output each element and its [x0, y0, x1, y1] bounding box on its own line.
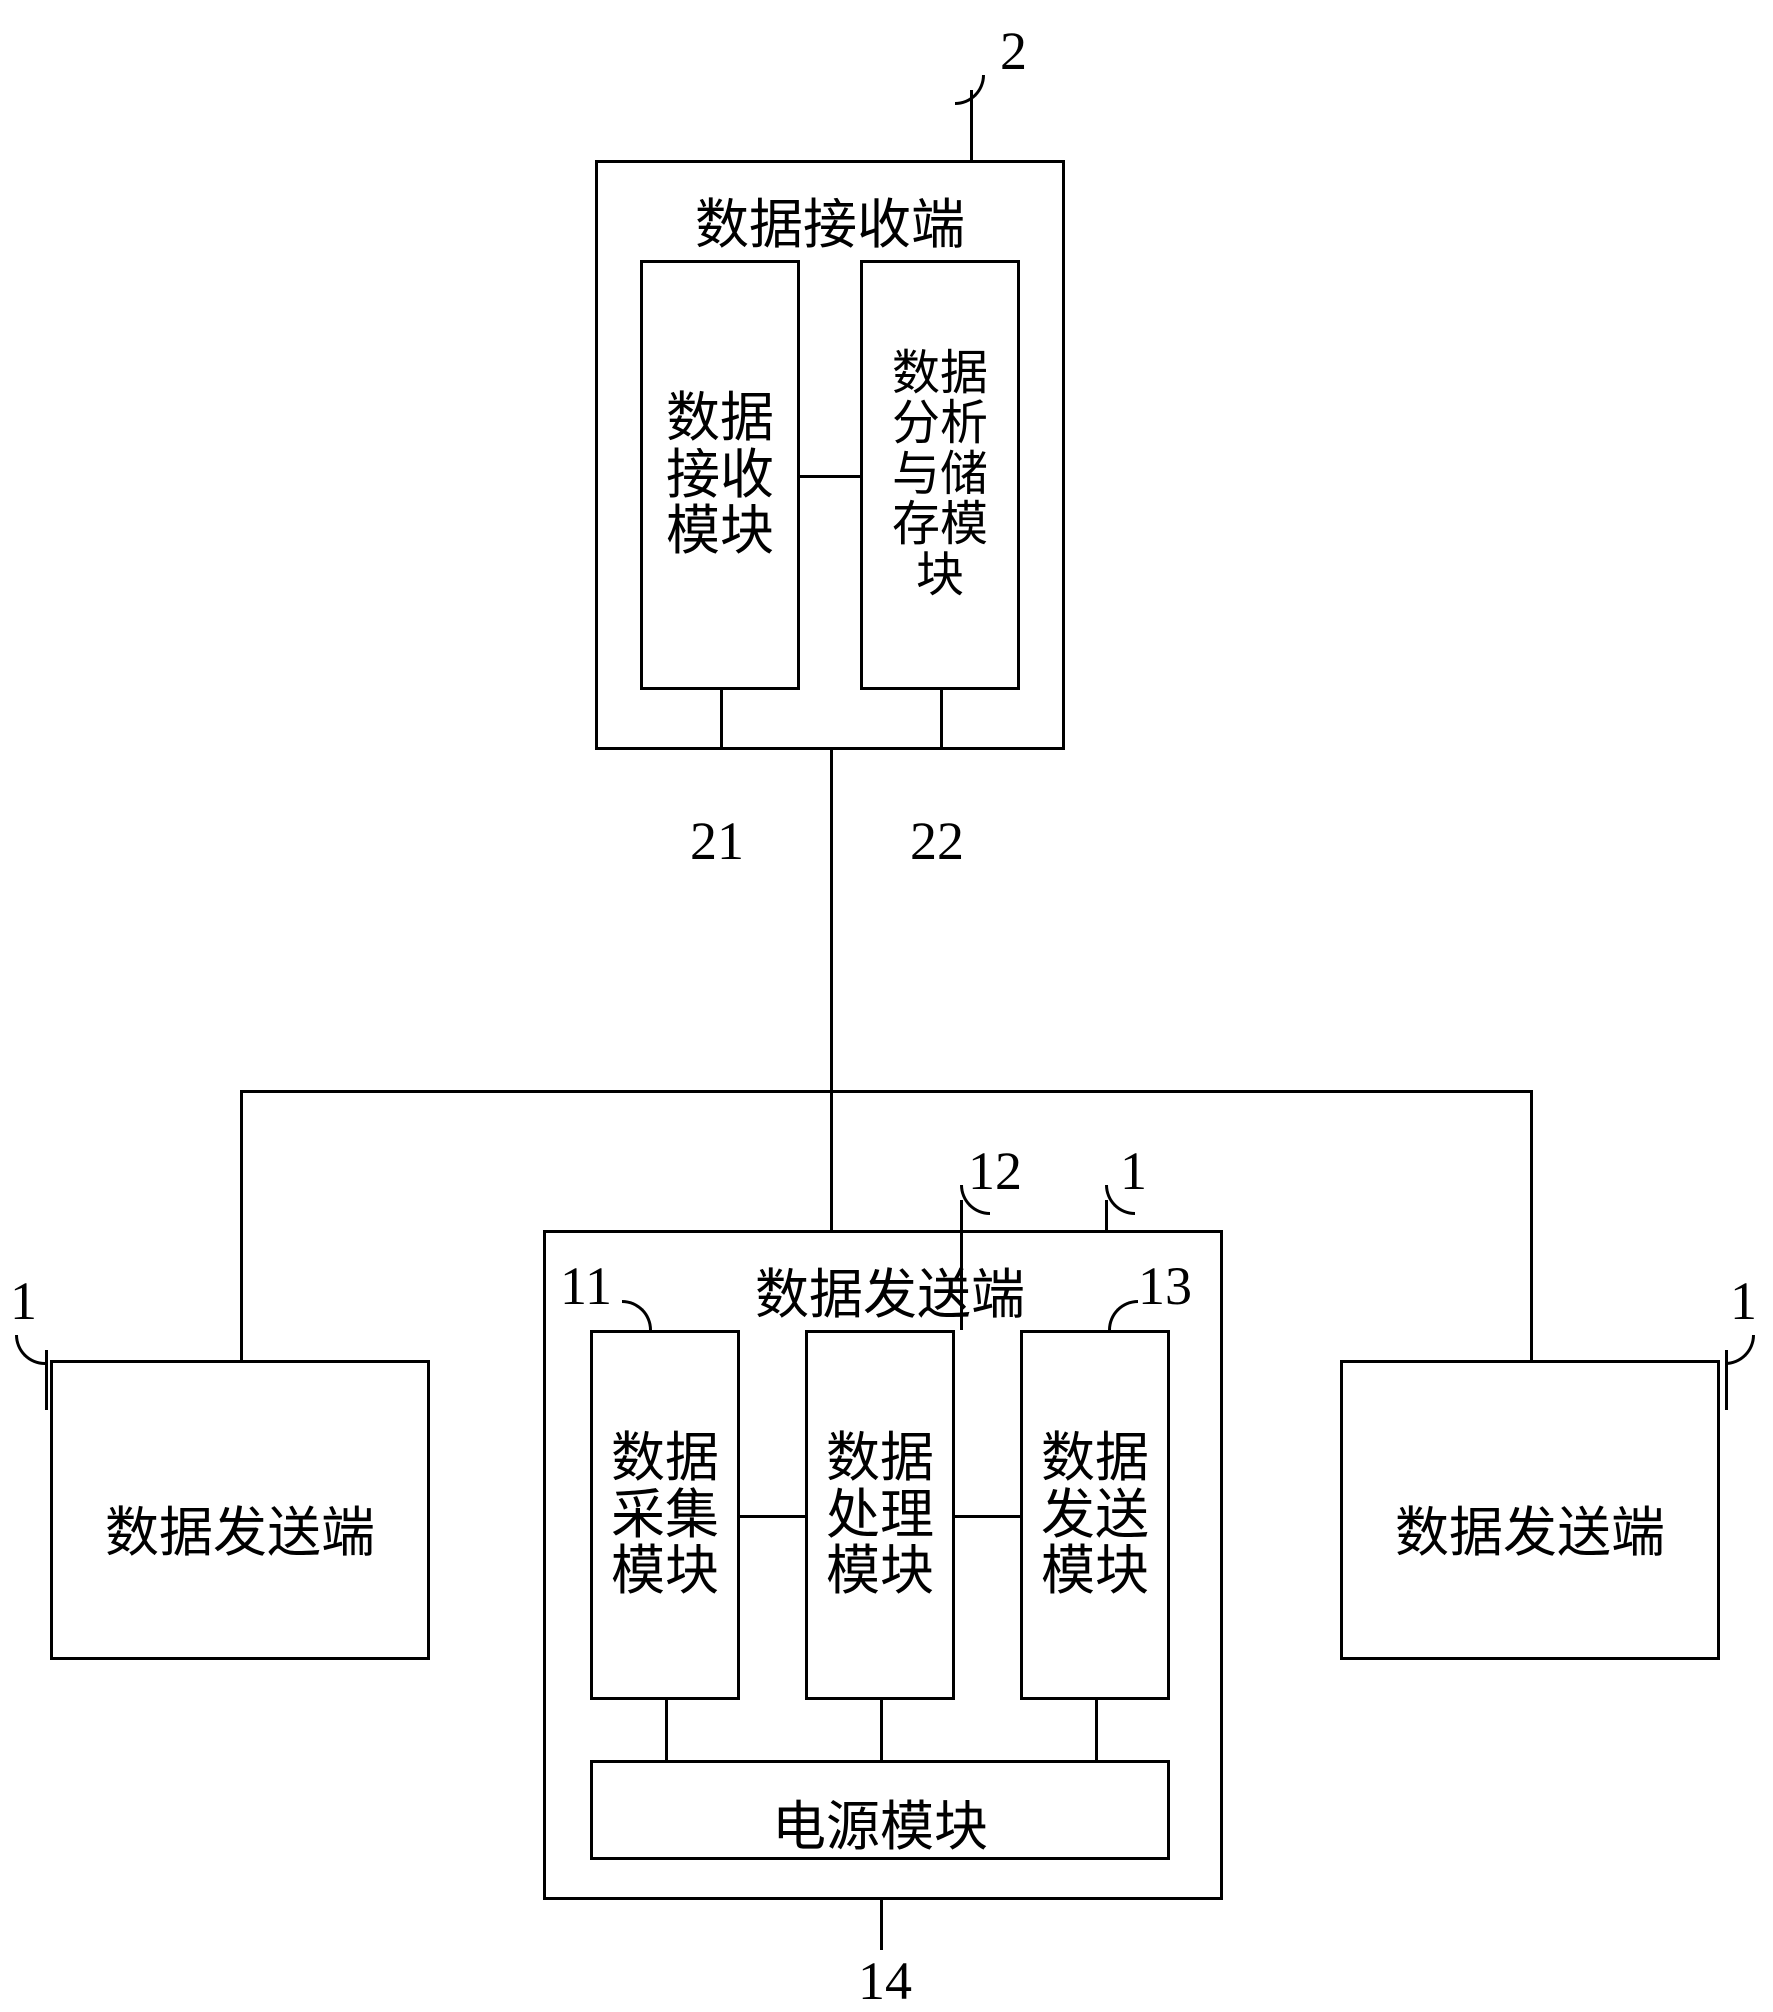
leader-12-v	[960, 1200, 963, 1330]
sc-m11-text: 数据采集模块	[590, 1330, 740, 1700]
receiver-title: 数据接收端	[595, 180, 1065, 259]
sc-m12-text: 数据处理模块	[805, 1330, 955, 1700]
drop-right	[1530, 1090, 1533, 1360]
sc-m13-text: 数据发送模块	[1020, 1330, 1170, 1700]
leader-14-v	[880, 1900, 883, 1950]
leader-22-v	[940, 690, 943, 750]
leader-21-v	[720, 690, 723, 750]
drop-center	[830, 1090, 833, 1230]
ref-21: 21	[690, 810, 744, 872]
conn-11-14	[665, 1700, 668, 1760]
drop-left	[240, 1090, 243, 1360]
ref-13: 13	[1138, 1255, 1192, 1317]
sc-m14-text: 电源模块	[590, 1782, 1170, 1861]
ref-right-1: 1	[1730, 1270, 1757, 1332]
ref-22: 22	[910, 810, 964, 872]
conn-21-22	[800, 475, 860, 478]
leader-left-hook	[15, 1335, 45, 1365]
recv-m22-text: 数据分析与储存模块	[860, 260, 1020, 690]
bus-h	[240, 1090, 1530, 1093]
leader-left-1	[45, 1350, 48, 1410]
recv-m21-text: 数据接收模块	[640, 260, 800, 690]
sender-center-title: 数据发送端	[700, 1250, 1080, 1329]
ref-2: 2	[1000, 20, 1027, 82]
leader-c1-hook	[1105, 1185, 1135, 1215]
sender-right-title: 数据发送端	[1340, 1488, 1720, 1567]
conn-12-14	[880, 1700, 883, 1760]
leader-right-hook	[1725, 1335, 1755, 1365]
ref-14: 14	[858, 1950, 912, 2012]
leader-12-hook	[960, 1185, 990, 1215]
ref-left-1: 1	[10, 1270, 37, 1332]
trunk-v	[830, 750, 833, 1090]
diagram-canvas: 2 数据接收端 数据接收模块 数据分析与储存模块 21 22 数据发送端 1 数…	[0, 0, 1773, 2009]
leader-c1-v	[1105, 1200, 1108, 1230]
conn-13-14	[1095, 1700, 1098, 1760]
conn-12-13	[955, 1515, 1020, 1518]
sender-left-title: 数据发送端	[50, 1488, 430, 1567]
leader-2-hook	[955, 75, 985, 105]
ref-11: 11	[560, 1255, 612, 1317]
conn-11-12	[740, 1515, 805, 1518]
